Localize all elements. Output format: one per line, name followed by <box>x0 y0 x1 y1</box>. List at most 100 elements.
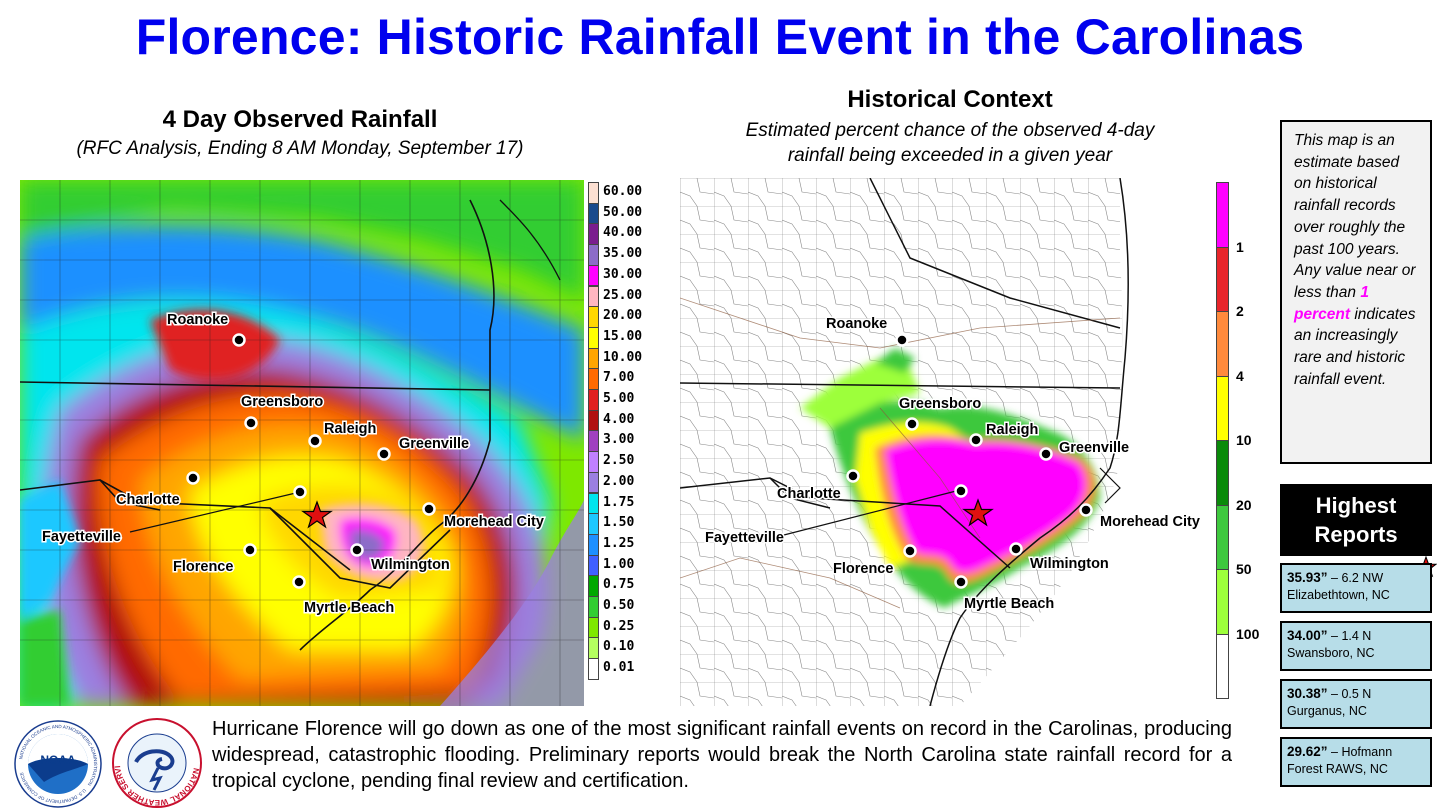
city-wilmington: Wilmington <box>1030 556 1109 572</box>
legend-swatch <box>588 223 599 246</box>
legend-swatch <box>588 616 599 639</box>
report-place: Elizabethtown, NC <box>1287 588 1390 602</box>
city-fayetteville: Fayetteville <box>42 529 121 545</box>
report-amount: 30.38” <box>1287 686 1328 701</box>
legend-label: 35.00 <box>603 246 643 262</box>
legend-swatch <box>1216 569 1229 635</box>
caption-text: Hurricane Florence will go down as one o… <box>212 718 1232 792</box>
city-myrtle-beach: Myrtle Beach <box>304 600 394 616</box>
historical-map-city-labels: Roanoke Greensboro Raleigh Greenville Ch… <box>704 315 1202 614</box>
city-roanoke: Roanoke <box>826 316 887 332</box>
legend-label: 50.00 <box>603 204 643 220</box>
report-item: 34.00” – 1.4 N Swansboro, NC <box>1280 621 1432 671</box>
city-raleigh: Raleigh <box>324 421 376 437</box>
right-map-title: Historical Context <box>847 86 1053 113</box>
city-florence: Florence <box>833 561 893 577</box>
highest-reports-heading: Highest Reports <box>1280 484 1432 556</box>
report-item: 30.38” – 0.5 N Gurganus, NC <box>1280 679 1432 729</box>
legend-label: 0.25 <box>603 618 635 634</box>
legend-swatch <box>588 202 599 225</box>
report-amount: 34.00” <box>1287 628 1328 643</box>
legend-swatch <box>1216 311 1229 377</box>
legend-swatch <box>588 575 599 597</box>
legend-label: 60.00 <box>603 184 643 199</box>
legend-label: 4.00 <box>603 411 635 427</box>
legend-label: 2 <box>1236 303 1244 319</box>
legend-label: 0.10 <box>603 639 635 655</box>
legend-swatch <box>588 554 599 577</box>
legend-swatch <box>588 596 599 618</box>
report-amount: 35.93” <box>1287 570 1328 585</box>
legend-swatch <box>588 533 599 556</box>
right-subtitle-line1: Estimated percent chance of the observed… <box>745 120 1155 141</box>
observed-map-city-labels: Roanoke Greensboro Raleigh Greenville Ch… <box>41 311 546 618</box>
legend-swatch <box>588 264 599 287</box>
left-map-subtitle: (RFC Analysis, Ending 8 AM Monday, Septe… <box>76 138 524 159</box>
legend-label: 4 <box>1236 367 1244 384</box>
legend-label: 15.00 <box>603 328 643 344</box>
city-myrtle-beach: Myrtle Beach <box>964 596 1054 612</box>
right-map-subtitle: Estimated percent chance of the observed… <box>680 118 1220 168</box>
legend-swatch <box>1216 633 1229 699</box>
legend-swatch <box>588 326 599 349</box>
legend-swatch <box>588 368 599 390</box>
right-subtitle-line2: rainfall being exceeded in a given year <box>787 145 1113 166</box>
legend-swatch <box>1216 504 1229 570</box>
info-highlight: 1 percent <box>1294 283 1369 323</box>
legend-swatch <box>588 430 599 453</box>
city-greensboro: Greensboro <box>899 396 981 412</box>
legend-label: 0.50 <box>603 598 635 613</box>
report-place: Swansboro, NC <box>1287 646 1375 660</box>
observed-rainfall-map: Roanoke Greensboro Raleigh Greenville Ch… <box>20 180 584 706</box>
city-greensboro: Greensboro <box>241 394 323 410</box>
legend-label: 20.00 <box>603 308 643 324</box>
legend-label: 25.00 <box>603 287 643 303</box>
observed-rainfall-legend: 60.00 50.00 40.00 35.00 30.00 25.00 20.00 15.00… <box>588 182 680 702</box>
legend-swatch <box>588 285 599 308</box>
city-roanoke: Roanoke <box>167 312 228 328</box>
report-place: Forest RAWS, NC <box>1287 762 1388 776</box>
legend-label: 0.75 <box>603 577 635 593</box>
legend-label: 10 <box>1236 432 1252 448</box>
city-greenville: Greenville <box>1059 440 1129 456</box>
city-morehead-city: Morehead City <box>1100 514 1200 530</box>
report-detail: – 6.2 NW <box>1327 571 1384 585</box>
city-florence: Florence <box>173 559 233 575</box>
reports-heading-line2: Reports <box>1314 522 1398 547</box>
legend-label: 1.50 <box>603 515 635 531</box>
page-title: Florence: Historic Rainfall Event in the… <box>135 9 1305 65</box>
left-map-title: 4 Day Observed Rainfall <box>162 106 438 133</box>
city-charlotte: Charlotte <box>777 486 841 502</box>
legend-label: 20 <box>1236 496 1252 513</box>
legend-label: 2.50 <box>603 453 635 469</box>
nws-logo: NATIONAL WEATHER SERVICE <box>112 718 202 808</box>
legend-label: 2.00 <box>603 473 635 489</box>
noaa-logo: NOAA NATIONAL OCEANIC AND ATMOSPHERIC AD… <box>14 720 102 808</box>
report-item: 29.62” – Hofmann Forest RAWS, NC <box>1280 737 1432 787</box>
legend-label: 5.00 <box>603 391 635 406</box>
legend-label: 100 <box>1236 625 1260 642</box>
legend-label: 1.00 <box>603 556 635 572</box>
report-detail: – 1.4 N <box>1327 629 1372 643</box>
historical-context-map: Roanoke Greensboro Raleigh Greenville Ch… <box>680 178 1210 706</box>
legend-swatch <box>588 637 599 660</box>
report-place: Gurganus, NC <box>1287 704 1367 718</box>
report-detail: – 0.5 N <box>1327 687 1372 701</box>
info-box: This map is an estimate based on histori… <box>1280 120 1432 464</box>
legend-swatch <box>588 244 599 266</box>
legend-swatch <box>588 389 599 411</box>
info-text-before: This map is an estimate based on histori… <box>1294 132 1416 301</box>
observed-map-city-markers <box>186 333 436 589</box>
reports-heading-line1: Highest <box>1315 493 1397 518</box>
legend-label: 3.00 <box>603 432 635 448</box>
info-text-after: indicates an increasingly rare and histo… <box>1294 305 1416 388</box>
legend-label: 1 <box>1236 238 1244 255</box>
city-wilmington: Wilmington <box>371 557 450 573</box>
legend-swatch <box>588 306 599 328</box>
noaa-logo-text: NOAA <box>40 753 76 767</box>
legend-swatch <box>1216 246 1229 312</box>
city-greenville: Greenville <box>399 436 469 452</box>
legend-swatch <box>588 409 599 432</box>
report-detail: – Hofmann <box>1327 745 1393 759</box>
record-rainfall-star-icon <box>962 498 994 527</box>
